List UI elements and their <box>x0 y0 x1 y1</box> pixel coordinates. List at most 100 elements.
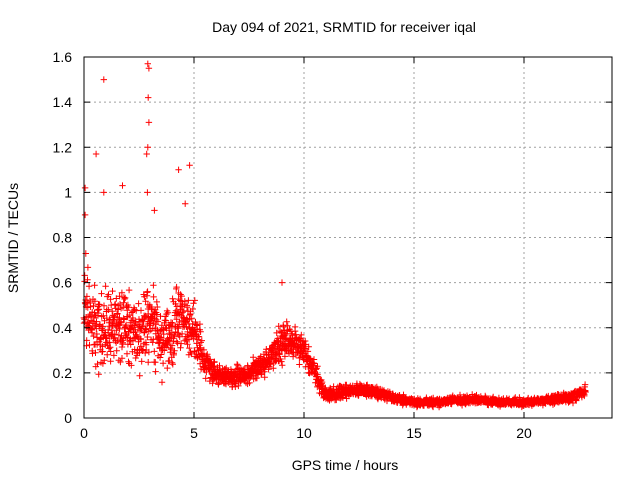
data-point <box>183 302 191 309</box>
data-point <box>136 372 143 379</box>
data-point <box>158 351 165 358</box>
data-point <box>94 312 102 319</box>
data-point <box>314 373 321 380</box>
data-point <box>95 371 102 378</box>
y-tick-label: 1 <box>64 184 72 200</box>
data-point <box>179 309 186 316</box>
data-point <box>100 312 107 319</box>
data-point <box>177 297 184 304</box>
data-point <box>183 337 190 345</box>
data-point <box>83 293 91 300</box>
data-point <box>253 374 261 382</box>
data-point <box>151 207 158 214</box>
x-axis-label: GPS time / hours <box>292 457 399 473</box>
data-point <box>123 350 131 357</box>
data-point <box>284 322 291 329</box>
axis-ticks: 0 5 10 15 20 0 0.2 0.4 0.6 0.8 1 1.2 1.4 1.6 <box>53 49 612 441</box>
data-point <box>159 360 167 367</box>
data-point <box>145 94 152 101</box>
data-point <box>173 283 180 291</box>
data-point <box>84 264 92 271</box>
data-point <box>151 348 158 355</box>
data-point <box>215 379 223 386</box>
data-point <box>298 331 305 339</box>
data-point <box>134 324 142 331</box>
data-point <box>278 358 285 365</box>
data-point <box>164 364 171 372</box>
data-point <box>175 166 182 173</box>
data-point <box>223 364 230 372</box>
data-point <box>291 327 299 335</box>
data-point <box>246 379 253 387</box>
data-point <box>135 300 142 307</box>
data-point <box>132 319 139 327</box>
data-point <box>191 297 198 304</box>
data-point <box>162 317 170 324</box>
data-point <box>153 311 161 318</box>
data-point <box>573 397 580 404</box>
data-point <box>90 302 97 310</box>
data-point <box>144 60 151 67</box>
data-point <box>127 325 135 332</box>
data-point <box>122 323 129 330</box>
data-point <box>91 282 98 289</box>
data-point <box>107 296 114 303</box>
data-point <box>164 309 172 316</box>
data-point <box>182 200 189 207</box>
data-point <box>198 337 205 344</box>
data-point <box>81 272 88 279</box>
data-point <box>168 342 176 349</box>
data-point <box>302 337 309 345</box>
data-point <box>83 299 91 306</box>
data-point <box>95 306 103 313</box>
data-point <box>270 365 277 372</box>
data-point <box>116 314 123 321</box>
data-point <box>185 297 192 304</box>
data-point <box>99 348 106 355</box>
data-point <box>296 354 303 362</box>
y-tick-label: 1.4 <box>53 94 73 110</box>
data-point <box>144 189 151 196</box>
data-point <box>258 370 265 377</box>
data-point <box>106 339 113 346</box>
grid-lines <box>84 57 612 418</box>
data-point <box>138 358 145 365</box>
x-tick-label: 0 <box>80 425 88 441</box>
data-point <box>128 309 135 316</box>
data-point <box>171 347 178 354</box>
data-point <box>119 304 127 311</box>
data-point <box>140 318 147 325</box>
data-point <box>278 279 286 286</box>
data-point <box>312 366 320 373</box>
data-point <box>137 336 145 343</box>
data-point <box>154 318 162 325</box>
data-point <box>143 150 150 158</box>
data-point <box>123 321 130 329</box>
data-point <box>107 358 114 365</box>
data-point <box>101 357 108 364</box>
data-point <box>177 340 185 347</box>
data-point <box>185 336 193 343</box>
data-point <box>305 343 312 350</box>
data-point <box>169 361 176 368</box>
data-point <box>88 329 96 336</box>
data-point <box>150 282 157 289</box>
data-point <box>93 334 101 341</box>
data-point <box>89 350 96 357</box>
x-tick-label: 5 <box>190 425 198 441</box>
data-point <box>160 330 167 338</box>
data-point <box>152 368 159 375</box>
data-point <box>116 300 124 308</box>
data-point <box>103 314 110 322</box>
data-point <box>96 301 103 308</box>
y-tick-label: 0.6 <box>53 275 73 291</box>
data-point <box>549 401 557 408</box>
data-point <box>142 325 149 332</box>
data-point <box>168 359 176 366</box>
data-point <box>119 182 126 189</box>
data-point <box>132 328 139 336</box>
data-point <box>195 333 203 340</box>
data-point <box>128 362 135 369</box>
y-tick-label: 0.2 <box>53 365 73 381</box>
